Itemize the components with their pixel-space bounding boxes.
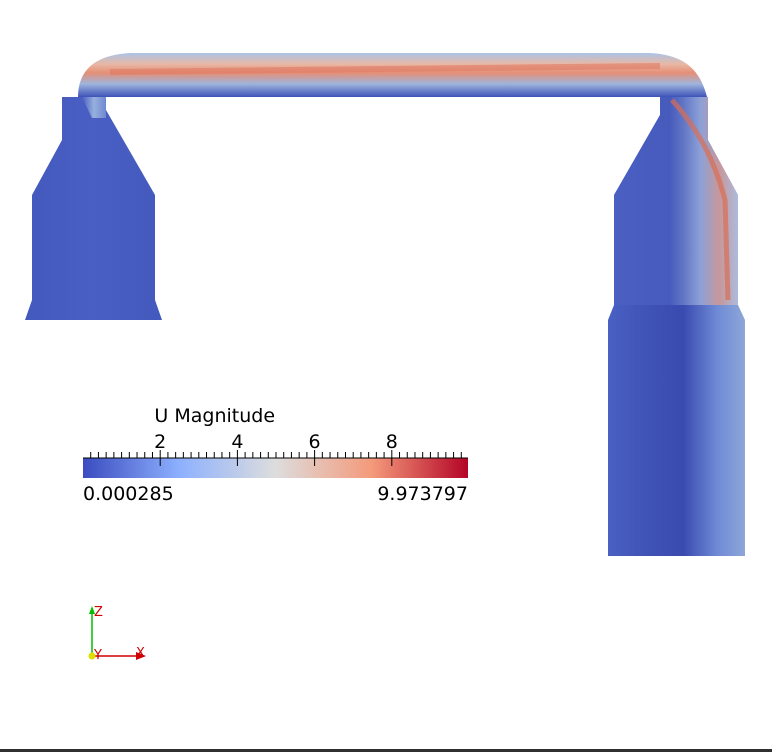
- x-axis-arrow-icon: [136, 652, 146, 660]
- z-axis-label: Z: [94, 605, 103, 620]
- left-vessel: [25, 97, 162, 320]
- colorbar-max-label: 9.973797: [377, 483, 468, 505]
- orientation-axes: Z X Y: [88, 605, 146, 663]
- colorbar-gradient: [83, 458, 468, 478]
- right-vessel: [608, 97, 745, 556]
- colorbar-min-label: 0.000285: [83, 483, 174, 505]
- colorbar-minor-ticks: [90, 452, 462, 458]
- colorbar-title: U Magnitude: [154, 405, 276, 427]
- y-axis-label: Y: [93, 648, 102, 663]
- viewport-bottom-border: [0, 749, 772, 752]
- y-axis-dot-icon: [88, 652, 96, 660]
- color-legend: 2 4 6 8 0.000285 9.973797: [83, 431, 468, 505]
- x-axis-label: X: [136, 646, 145, 661]
- colorbar-tick-label: 4: [231, 431, 243, 453]
- colorbar-major-ticks: 2 4 6 8: [154, 431, 398, 466]
- colorbar-tick-label: 2: [154, 431, 166, 453]
- z-axis-arrow-icon: [89, 606, 95, 614]
- connecting-pipe: [78, 53, 707, 97]
- colorbar-tick-label: 8: [386, 431, 398, 453]
- colorbar-tick-label: 6: [309, 431, 321, 453]
